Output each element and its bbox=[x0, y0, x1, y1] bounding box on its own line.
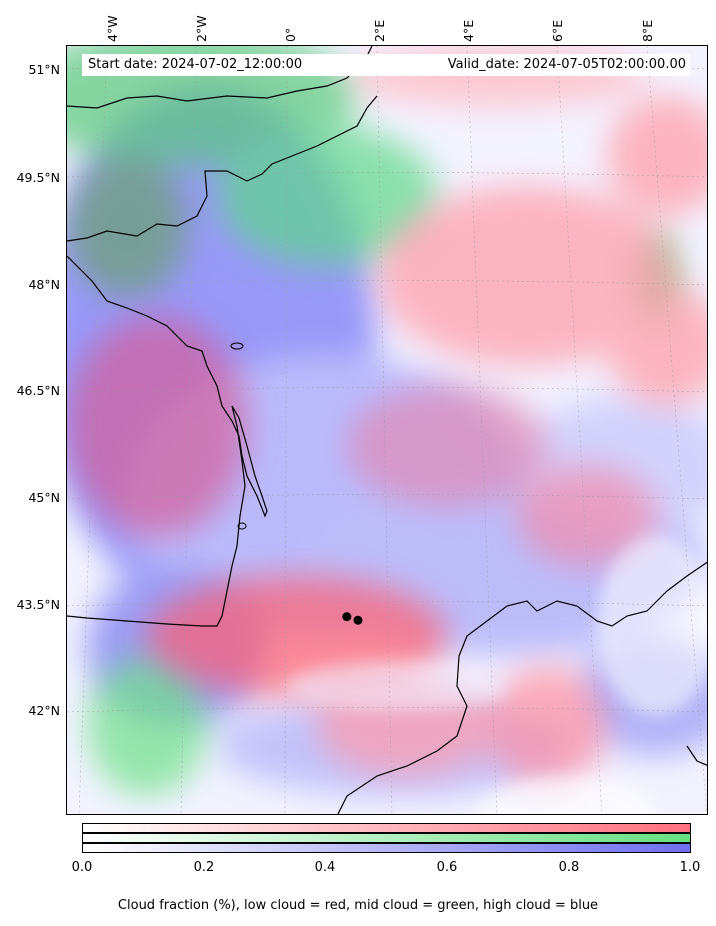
lat-label-48n: 48°N bbox=[28, 277, 60, 292]
colorbar-caption: Cloud fraction (%), low cloud = red, mid… bbox=[117, 898, 599, 913]
lat-label-49-5n: 49.5°N bbox=[16, 170, 60, 185]
coast-normandy-brittany bbox=[67, 95, 378, 242]
colorbar bbox=[82, 823, 691, 853]
lon-label-4e: 4°E bbox=[461, 19, 476, 42]
colorbar-tick-1: 0.2 bbox=[193, 860, 215, 875]
colorbar-high-cloud bbox=[82, 843, 691, 853]
colorbar-mid-cloud bbox=[82, 833, 691, 843]
graticule bbox=[67, 46, 707, 814]
lon-label-6e: 6°E bbox=[550, 19, 565, 42]
coast-mediterranean bbox=[337, 561, 707, 814]
lon-label-4w: 4°W bbox=[105, 15, 120, 42]
colorbar-low-cloud bbox=[82, 823, 691, 833]
marker-point-1 bbox=[342, 612, 352, 622]
coast-atlantic bbox=[67, 255, 268, 627]
island-oleron bbox=[237, 522, 247, 530]
cloud-fraction-map[interactable] bbox=[66, 45, 708, 815]
colorbar-tick-2: 0.4 bbox=[314, 860, 336, 875]
colorbar-tick-0: 0.0 bbox=[71, 860, 93, 875]
lat-label-42n: 42°N bbox=[28, 703, 60, 718]
lat-label-46-5n: 46.5°N bbox=[16, 383, 60, 398]
lon-label-0: 0° bbox=[283, 27, 298, 42]
lon-label-2w: 2°W bbox=[194, 15, 209, 42]
colorbar-tick-4: 0.8 bbox=[558, 860, 580, 875]
lon-label-8e: 8°E bbox=[640, 19, 655, 42]
colorbar-tick-3: 0.6 bbox=[436, 860, 458, 875]
valid-date-label: Valid_date: 2024-07-05T02:00:00.00 bbox=[447, 57, 686, 72]
map-canvas bbox=[67, 46, 707, 814]
start-date-label: Start date: 2024-07-02_12:00:00 bbox=[88, 57, 303, 72]
island-belle-ile bbox=[230, 342, 244, 350]
lon-label-2e: 2°E bbox=[372, 19, 387, 42]
lat-label-43-5n: 43.5°N bbox=[16, 597, 60, 612]
coastlines bbox=[67, 46, 707, 814]
lat-label-45n: 45°N bbox=[28, 490, 60, 505]
date-info-box: Start date: 2024-07-02_12:00:00 Valid_da… bbox=[82, 54, 690, 76]
marker-point-2 bbox=[353, 615, 363, 625]
location-markers bbox=[342, 612, 363, 625]
lat-label-51n: 51°N bbox=[28, 62, 60, 77]
coast-corsica-edge bbox=[686, 745, 707, 766]
colorbar-tick-5: 1.0 bbox=[679, 860, 701, 875]
